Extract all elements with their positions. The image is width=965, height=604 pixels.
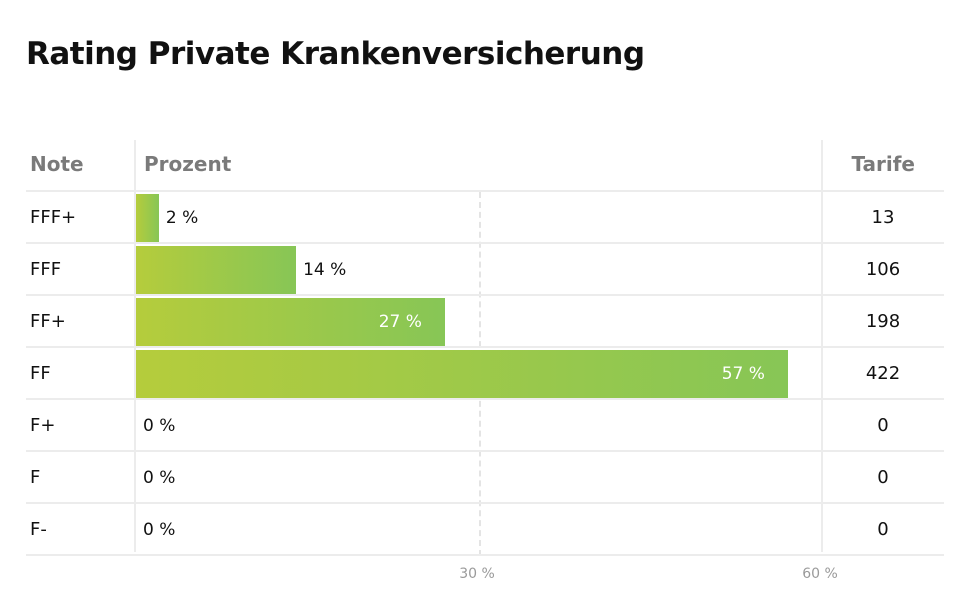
bar-value-label: 14 % — [303, 260, 347, 280]
row-divider — [26, 294, 944, 296]
page-title: Rating Private Krankenversicherung — [26, 36, 645, 72]
bar-value-label: 57 % — [721, 364, 765, 384]
table-row: FFF+ 2 % 13 — [0, 192, 965, 244]
tarife-value: 106 — [865, 259, 901, 280]
column-header-tarife: Tarife — [851, 152, 915, 176]
row-divider — [26, 242, 944, 244]
row-divider — [26, 502, 944, 504]
column-header-note: Note — [30, 152, 84, 176]
rating-label: F — [30, 467, 41, 488]
bar — [136, 350, 788, 398]
header-divider — [26, 190, 944, 192]
rating-label: FFF+ — [30, 207, 77, 228]
x-tick-label: 30 % — [459, 566, 495, 582]
table-row: FF 57 % 422 — [0, 348, 965, 400]
row-divider — [26, 554, 944, 556]
tarife-value: 0 — [877, 467, 889, 488]
tarife-value: 0 — [877, 519, 889, 540]
bar-value-label: 0 % — [143, 416, 176, 436]
row-divider — [26, 398, 944, 400]
table-row: F+ 0 % 0 — [0, 400, 965, 452]
bar-value-label: 2 % — [165, 208, 199, 228]
rating-label: FF — [30, 363, 51, 384]
bar — [136, 298, 445, 346]
rating-label: FFF — [30, 259, 62, 280]
bar — [136, 194, 159, 242]
rating-label: F+ — [30, 415, 56, 436]
table-row: F- 0 % 0 — [0, 504, 965, 556]
table-row: FFF 14 % 106 — [0, 244, 965, 296]
tarife-value: 0 — [877, 415, 889, 436]
table-row: FF+ 27 % 198 — [0, 296, 965, 348]
table-row: F 0 % 0 — [0, 452, 965, 504]
column-header-percent: Prozent — [144, 152, 232, 176]
bar-value-label: 0 % — [143, 468, 176, 488]
row-divider — [26, 450, 944, 452]
rating-label: FF+ — [30, 311, 66, 332]
bar-value-label: 27 % — [378, 312, 422, 332]
bar-value-label: 0 % — [143, 520, 176, 540]
bar — [136, 246, 297, 294]
row-divider — [26, 346, 944, 348]
rating-label: F- — [30, 519, 47, 540]
tarife-value: 13 — [871, 207, 895, 228]
tarife-value: 422 — [865, 363, 901, 384]
x-tick-label: 60 % — [802, 566, 838, 582]
tarife-value: 198 — [865, 311, 901, 332]
